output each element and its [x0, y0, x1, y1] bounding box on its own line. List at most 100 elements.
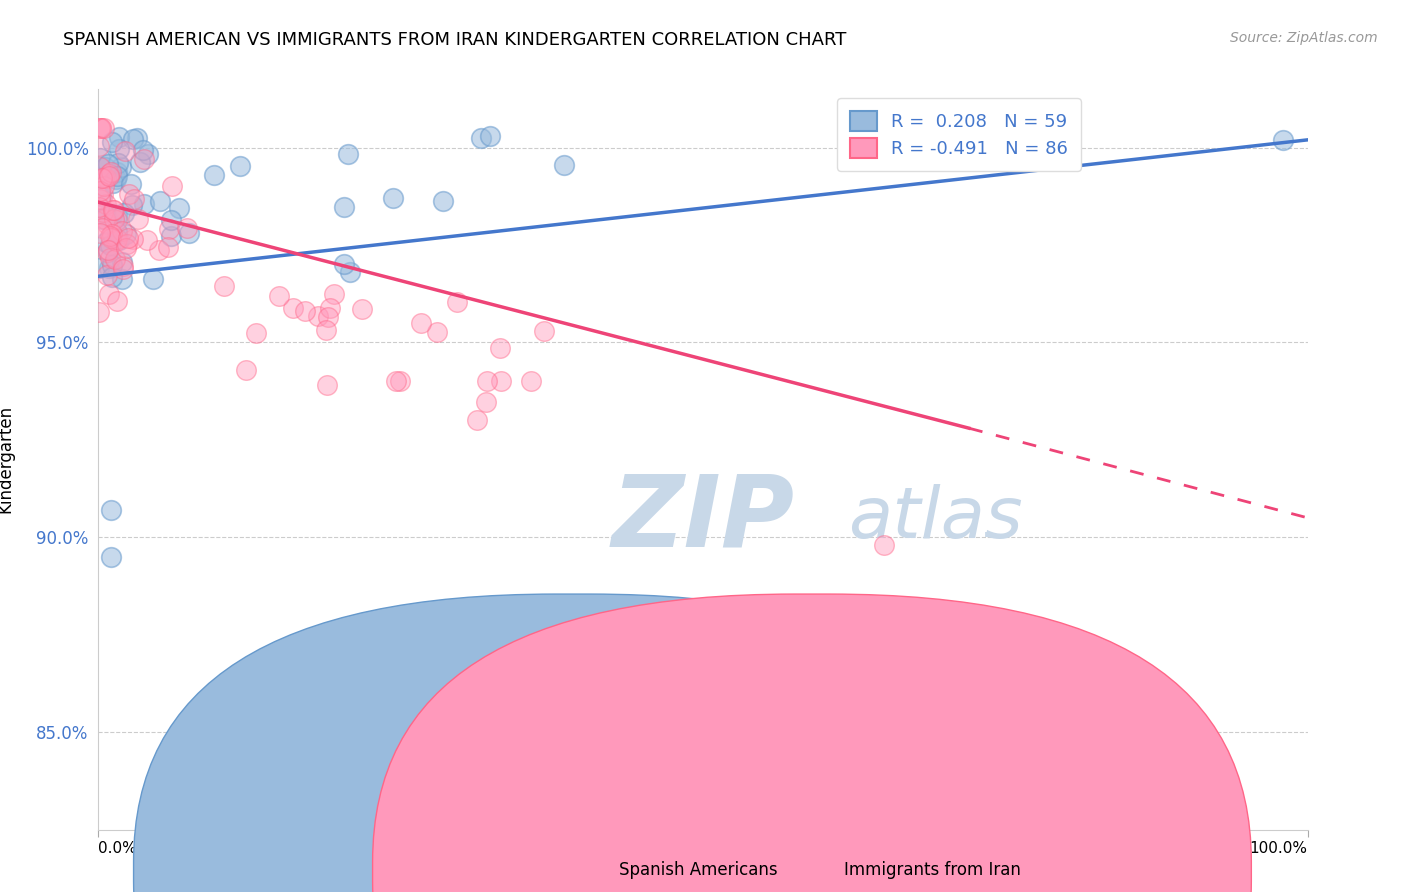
- Point: [93, 121, 115, 136]
- Text: SPANISH AMERICAN VS IMMIGRANTS FROM IRAN KINDERGARTEN CORRELATION CHART: SPANISH AMERICAN VS IMMIGRANTS FROM IRAN…: [63, 31, 846, 49]
- Point: [115, 227, 138, 241]
- Point: [96, 244, 118, 259]
- Text: 0.0%: 0.0%: [98, 841, 138, 856]
- Point: [426, 325, 449, 339]
- Point: [115, 236, 138, 251]
- Point: [97, 244, 120, 259]
- Point: [100, 258, 122, 272]
- Point: [315, 323, 337, 337]
- Point: [89, 121, 111, 136]
- Text: atlas: atlas: [848, 484, 1022, 553]
- Text: 100.0%: 100.0%: [1250, 841, 1308, 856]
- Point: [132, 152, 155, 166]
- Point: [118, 186, 141, 201]
- Point: [97, 157, 120, 171]
- Point: [432, 194, 454, 209]
- Point: [322, 287, 344, 301]
- Point: [114, 145, 136, 159]
- Point: [409, 316, 432, 330]
- Point: [97, 169, 120, 183]
- Point: [90, 121, 112, 136]
- Point: [112, 206, 135, 220]
- Point: [489, 375, 512, 389]
- Point: [176, 221, 198, 235]
- Text: Immigrants from Iran: Immigrants from Iran: [844, 861, 1021, 879]
- Point: [316, 310, 339, 325]
- Text: .: .: [981, 507, 994, 545]
- Point: [108, 130, 131, 145]
- Point: [105, 231, 128, 245]
- Point: [90, 171, 112, 186]
- Point: [89, 226, 111, 240]
- Point: [98, 167, 121, 181]
- Y-axis label: Kindergarten: Kindergarten: [0, 405, 14, 514]
- Point: [90, 189, 112, 203]
- Point: [1272, 133, 1295, 147]
- Point: [101, 270, 124, 285]
- Point: [121, 198, 143, 212]
- Point: [98, 238, 121, 252]
- Point: [111, 223, 134, 237]
- Point: [89, 160, 111, 174]
- Point: [96, 171, 118, 186]
- Point: [465, 413, 488, 427]
- Point: [103, 212, 125, 227]
- Legend: R =  0.208   N = 59, R = -0.491   N = 86: R = 0.208 N = 59, R = -0.491 N = 86: [837, 98, 1081, 170]
- Point: [96, 217, 118, 231]
- Point: [90, 121, 112, 136]
- Point: [177, 226, 200, 240]
- Point: [98, 251, 121, 265]
- Point: [107, 209, 129, 223]
- Point: [160, 179, 183, 194]
- Point: [294, 303, 316, 318]
- Point: [388, 375, 411, 389]
- Point: [93, 178, 115, 193]
- Point: [105, 213, 128, 227]
- Text: Spanish Americans: Spanish Americans: [619, 861, 778, 879]
- Point: [97, 243, 120, 257]
- Point: [332, 200, 354, 214]
- Point: [336, 147, 359, 161]
- Point: [91, 187, 114, 202]
- Point: [212, 278, 235, 293]
- Point: [100, 503, 122, 517]
- Point: [93, 170, 115, 185]
- Point: [131, 143, 153, 157]
- Point: [100, 227, 122, 242]
- Point: [98, 286, 121, 301]
- Point: [100, 165, 122, 179]
- Point: [107, 156, 129, 170]
- Point: [110, 160, 132, 174]
- Point: [127, 212, 149, 227]
- Point: [122, 232, 145, 246]
- Point: [533, 324, 555, 338]
- Point: [112, 261, 135, 276]
- Point: [470, 130, 492, 145]
- Point: [148, 243, 170, 257]
- Point: [104, 234, 127, 248]
- Point: [100, 229, 122, 244]
- Point: [91, 211, 114, 226]
- Point: [339, 265, 361, 279]
- Point: [94, 196, 117, 211]
- Point: [89, 184, 111, 198]
- Point: [100, 549, 122, 564]
- Point: [101, 135, 124, 149]
- Point: [475, 394, 498, 409]
- Point: [89, 192, 111, 206]
- Point: [488, 341, 510, 355]
- Point: [148, 194, 170, 208]
- Point: [101, 202, 124, 217]
- Point: [267, 289, 290, 303]
- Point: [120, 178, 142, 192]
- Point: [108, 233, 131, 247]
- Point: [385, 375, 408, 389]
- Point: [97, 260, 120, 275]
- Point: [142, 272, 165, 286]
- Point: [100, 231, 122, 245]
- Point: [112, 259, 135, 273]
- Point: [160, 229, 183, 244]
- Point: [101, 176, 124, 190]
- Point: [136, 146, 159, 161]
- Point: [111, 272, 134, 286]
